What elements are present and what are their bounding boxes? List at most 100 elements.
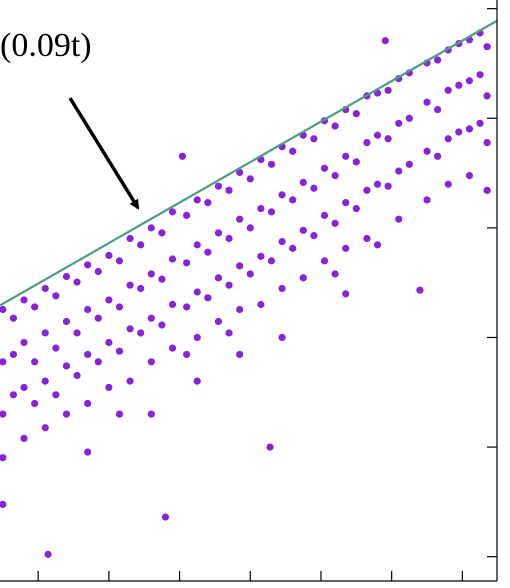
point <box>84 350 92 359</box>
point <box>257 252 265 260</box>
point <box>289 147 297 155</box>
point <box>395 167 403 175</box>
point <box>405 160 413 168</box>
point <box>405 114 413 122</box>
point <box>342 290 350 298</box>
point <box>44 550 52 558</box>
point <box>41 424 49 432</box>
point <box>62 410 71 418</box>
point <box>342 199 350 207</box>
point <box>41 329 49 337</box>
point <box>52 344 60 352</box>
point <box>278 333 286 342</box>
point <box>384 182 392 190</box>
point <box>183 211 191 219</box>
point <box>147 314 155 322</box>
point <box>204 294 212 302</box>
point <box>465 125 474 133</box>
point <box>94 267 102 276</box>
point <box>225 186 233 194</box>
point <box>342 152 350 160</box>
point <box>62 317 71 326</box>
point <box>168 344 177 352</box>
point <box>84 448 92 456</box>
point <box>352 158 360 166</box>
plot-area <box>0 19 498 558</box>
point <box>31 399 39 408</box>
point <box>137 241 145 249</box>
point <box>105 296 113 304</box>
point <box>225 329 233 337</box>
point <box>193 377 201 385</box>
point <box>84 261 92 269</box>
point <box>193 241 201 249</box>
point <box>0 410 7 418</box>
point <box>225 234 233 243</box>
annotation: (0.09t) <box>0 27 92 64</box>
point <box>342 244 350 252</box>
point <box>444 86 452 94</box>
point <box>310 232 318 240</box>
point <box>62 362 71 370</box>
point <box>299 274 307 282</box>
point <box>168 208 177 216</box>
point <box>20 383 28 392</box>
point <box>158 275 166 283</box>
point <box>465 171 474 180</box>
point <box>183 259 191 267</box>
point <box>126 377 134 385</box>
point <box>310 184 318 192</box>
point <box>178 152 186 160</box>
point <box>193 333 201 342</box>
point <box>434 56 442 64</box>
point <box>161 513 170 521</box>
point <box>137 284 145 293</box>
point <box>266 443 274 451</box>
point <box>0 500 7 508</box>
point <box>423 98 431 106</box>
point <box>183 350 191 359</box>
point <box>331 171 339 180</box>
point <box>257 204 265 213</box>
point <box>246 175 254 183</box>
point <box>320 164 329 172</box>
point <box>373 131 382 139</box>
point <box>289 244 297 252</box>
point <box>147 224 155 232</box>
point <box>331 122 339 130</box>
point <box>52 292 60 300</box>
point <box>476 119 484 127</box>
point <box>363 234 371 243</box>
point <box>278 191 286 199</box>
point <box>168 300 177 309</box>
point <box>62 272 71 281</box>
point <box>105 338 113 347</box>
point <box>384 86 392 94</box>
arrow <box>68 97 140 210</box>
point <box>395 119 403 127</box>
point <box>310 135 318 143</box>
point <box>320 211 329 219</box>
point <box>352 204 360 213</box>
point <box>299 226 307 234</box>
point <box>381 37 389 45</box>
point <box>41 284 49 293</box>
point <box>126 281 134 289</box>
point <box>94 358 102 366</box>
point <box>0 358 7 366</box>
point <box>246 270 254 278</box>
point <box>147 270 155 278</box>
point <box>363 138 371 147</box>
point <box>0 305 7 314</box>
point <box>444 180 452 188</box>
point <box>434 152 442 160</box>
point <box>115 410 124 418</box>
point <box>278 237 286 246</box>
point <box>257 300 265 309</box>
point <box>137 329 145 337</box>
point <box>267 257 276 265</box>
point <box>115 347 124 355</box>
point <box>147 410 155 418</box>
point <box>320 257 329 265</box>
